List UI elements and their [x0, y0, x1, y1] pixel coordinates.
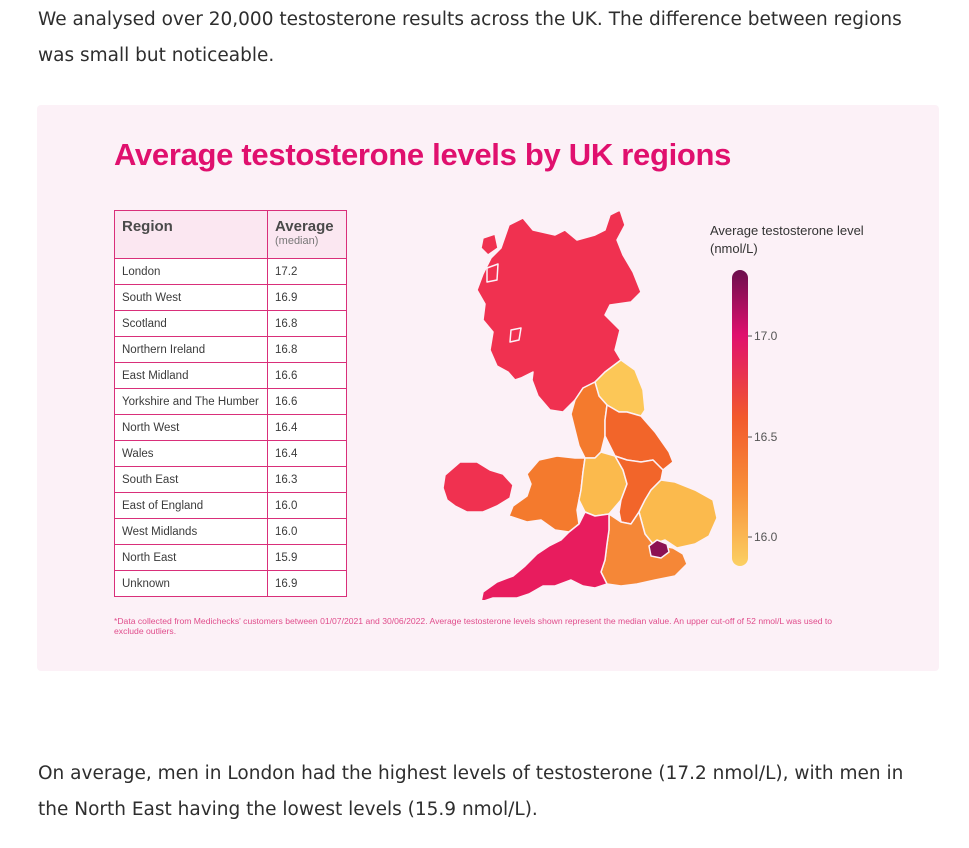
map-region-south-west: [480, 511, 610, 600]
average-cell: 16.9: [267, 570, 347, 597]
table-row: Northern Ireland 16.8: [114, 336, 347, 363]
color-scale: 17.0 16.5 16.0: [732, 270, 778, 566]
region-cell: North East: [114, 544, 268, 571]
map-region-scotland-isle-2: [486, 263, 499, 283]
table-row: Wales 16.4: [114, 440, 347, 467]
average-cell: 15.9: [267, 544, 347, 571]
table-row: South East 16.3: [114, 466, 347, 493]
scale-tick-16-0: 16.0: [748, 530, 778, 544]
table-row: East of England 16.0: [114, 492, 347, 519]
intro-paragraph: We analysed over 20,000 testosterone res…: [38, 9, 902, 66]
header-region: Region: [114, 210, 268, 259]
footnote: *Data collected from Medichecks' custome…: [114, 616, 833, 636]
map-region-wales: [508, 455, 586, 533]
table-row: South West 16.9: [114, 284, 347, 311]
region-cell: North West: [114, 414, 268, 441]
map-region-scotland-isle-1: [480, 233, 499, 256]
average-cell: 16.6: [267, 388, 347, 415]
average-cell: 16.3: [267, 466, 347, 493]
table-row: Unknown 16.9: [114, 570, 347, 597]
region-cell: Yorkshire and The Humber: [114, 388, 268, 415]
region-cell: South East: [114, 466, 268, 493]
map-region-london: [648, 539, 670, 559]
region-cell: Wales: [114, 440, 268, 467]
scale-label-16-5: 16.5: [754, 430, 778, 444]
conclusion-paragraph: On average, men in London had the highes…: [38, 763, 904, 820]
infographic-card: Average testosterone levels by UK region…: [37, 105, 939, 671]
map-region-east-of-england: [638, 479, 718, 549]
legend-title: Average testosterone level (nmol/L): [710, 223, 864, 256]
region-cell: London: [114, 258, 268, 285]
region-cell: East Midland: [114, 362, 268, 389]
table-row: North East 15.9: [114, 544, 347, 571]
table-row: West Midlands 16.0: [114, 518, 347, 545]
map-region-scotland-isle-3: [509, 327, 522, 343]
table-row: East Midland 16.6: [114, 362, 347, 389]
region-cell: Northern Ireland: [114, 336, 268, 363]
table-body: London 17.2 South West 16.9 Scotland 16.8 Nort…: [114, 258, 347, 597]
region-cell: Unknown: [114, 570, 268, 597]
infographic-title: Average testosterone levels by UK region…: [114, 137, 732, 172]
table-row: London 17.2: [114, 258, 347, 285]
table-row: Scotland 16.8: [114, 310, 347, 337]
average-cell: 16.6: [267, 362, 347, 389]
color-scale-bar: [732, 270, 748, 566]
map-region-north-west: [570, 381, 608, 459]
average-cell: 16.8: [267, 336, 347, 363]
scale-tick-16-5: 16.5: [748, 430, 778, 444]
map-region-west-midlands: [578, 451, 628, 517]
header-average: Average (median): [267, 210, 347, 259]
region-cell: West Midlands: [114, 518, 268, 545]
region-cell: East of England: [114, 492, 268, 519]
region-cell: Scotland: [114, 310, 268, 337]
table-row: North West 16.4: [114, 414, 347, 441]
average-cell: 16.8: [267, 310, 347, 337]
scale-label-17-0: 17.0: [754, 329, 778, 343]
average-cell: 16.0: [267, 492, 347, 519]
scale-label-16-0: 16.0: [754, 530, 778, 544]
average-cell: 17.2: [267, 258, 347, 285]
table-row: Yorkshire and The Humber 16.6: [114, 388, 347, 415]
average-cell: 16.9: [267, 284, 347, 311]
regions-table: Region Average (median) London 17.2 South …: [114, 210, 347, 597]
average-cell: 16.4: [267, 414, 347, 441]
region-cell: South West: [114, 284, 268, 311]
header-average-sub: (median): [275, 235, 319, 247]
map-region-northern-ireland: [442, 461, 514, 513]
table-header-row: Region Average (median): [114, 210, 347, 259]
uk-regions-map: [442, 209, 718, 600]
scale-tick-17-0: 17.0: [748, 329, 778, 343]
header-average-label: Average: [275, 218, 334, 235]
average-cell: 16.0: [267, 518, 347, 545]
average-cell: 16.4: [267, 440, 347, 467]
